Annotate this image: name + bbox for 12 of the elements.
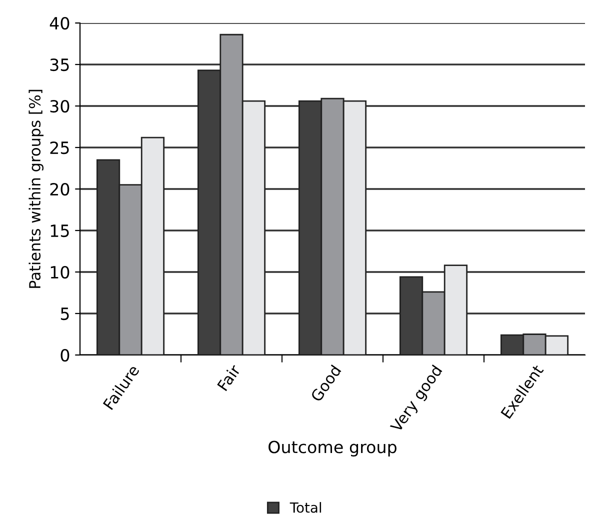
- y-tick-label: 15: [50, 224, 69, 238]
- y-tick-label: 10: [50, 266, 70, 279]
- y-tick-label: 40: [50, 16, 70, 30]
- legend-label: Total: [290, 502, 322, 513]
- y-axis-title: Patients within groups [%]: [28, 90, 44, 288]
- y-tick-label: 30: [50, 100, 70, 113]
- y-tick-label: 25: [50, 141, 69, 154]
- y-tick-label: 5: [60, 308, 69, 320]
- y-tick-label: 0: [60, 348, 70, 362]
- y-tick-label: 35: [50, 58, 69, 72]
- y-tick-label: 20: [50, 182, 70, 196]
- x-axis-title: Outcome group: [268, 440, 396, 457]
